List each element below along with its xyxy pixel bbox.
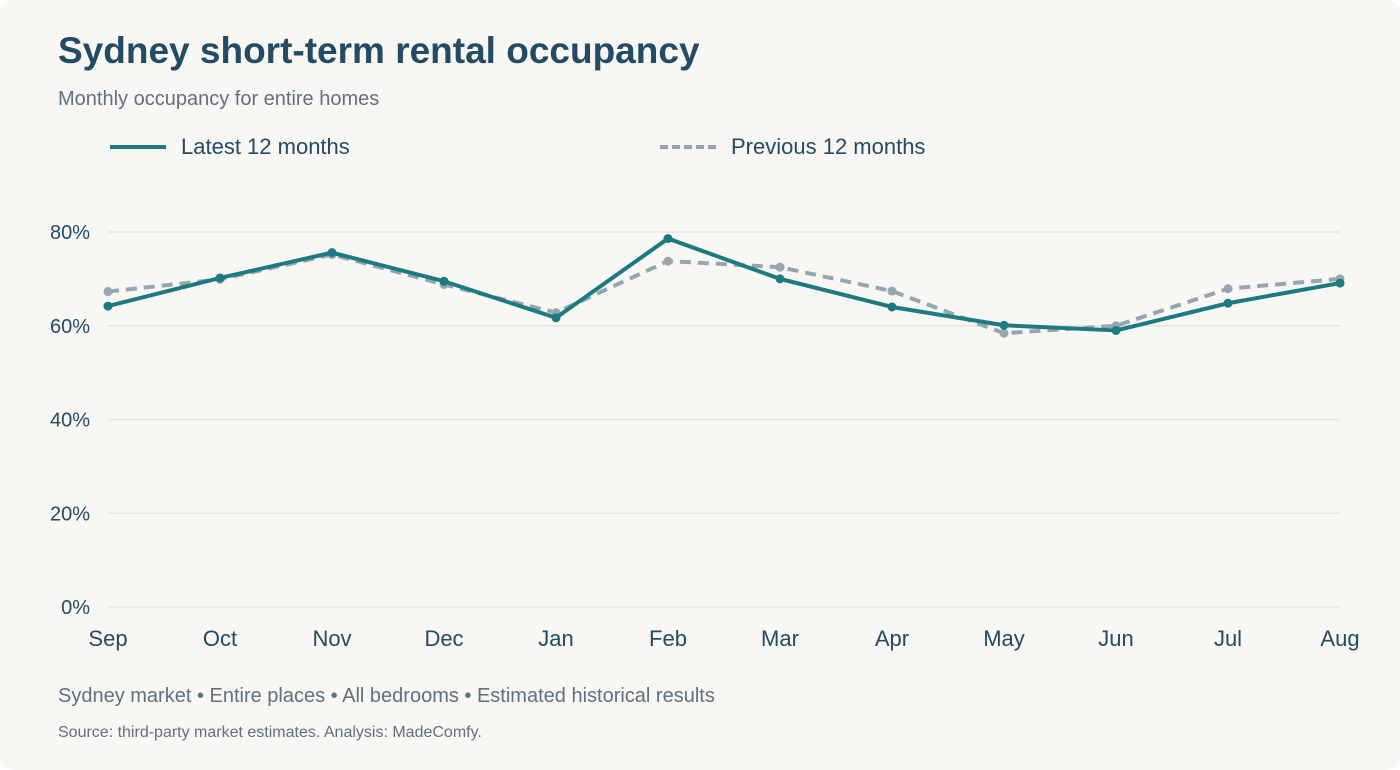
- data-point-latest: [439, 276, 449, 286]
- data-point-previous: [1223, 284, 1233, 294]
- x-tick-label: Aug: [1320, 626, 1359, 651]
- x-tick-label: Jan: [538, 626, 573, 651]
- data-point-latest: [1111, 325, 1121, 335]
- y-tick-label: 60%: [50, 316, 90, 338]
- data-point-latest: [327, 248, 337, 258]
- data-point-previous: [663, 256, 673, 266]
- data-point-previous: [775, 262, 785, 272]
- x-tick-label: Jul: [1214, 626, 1242, 651]
- y-tick-label: 0%: [61, 597, 90, 619]
- data-point-latest: [215, 273, 225, 283]
- chart-subtitle: Monthly occupancy for entire homes: [58, 88, 380, 110]
- chart-footnote: Sydney market • Entire places • All bedr…: [58, 685, 715, 707]
- y-tick-label: 20%: [50, 503, 90, 525]
- data-point-latest: [663, 234, 673, 244]
- data-point-latest: [551, 313, 561, 323]
- y-tick-label: 40%: [50, 410, 90, 432]
- chart-title: Sydney short-term rental occupancy: [58, 30, 700, 71]
- data-point-previous: [887, 286, 897, 296]
- y-tick-label: 80%: [50, 222, 90, 244]
- data-point-latest: [103, 301, 113, 311]
- data-point-previous: [999, 328, 1009, 338]
- chart-source: Source: third-party market estimates. An…: [58, 724, 482, 741]
- data-point-latest: [775, 274, 785, 284]
- series-line-latest: [107, 236, 1341, 333]
- x-tick-label: May: [983, 626, 1025, 651]
- x-tick-label: Apr: [875, 626, 909, 651]
- data-point-latest: [1223, 298, 1233, 308]
- legend-swatch-latest: [110, 145, 166, 149]
- data-point-latest: [999, 320, 1009, 330]
- data-point-latest: [887, 302, 897, 312]
- data-point-latest: [1335, 278, 1345, 288]
- legend-label-previous: Previous 12 months: [731, 134, 926, 159]
- x-tick-label: Sep: [88, 626, 127, 651]
- legend-item-latest: Latest 12 months: [110, 132, 350, 162]
- x-tick-label: Mar: [761, 626, 799, 651]
- legend-swatch-previous: [660, 145, 716, 149]
- x-tick-label: Feb: [649, 626, 687, 651]
- legend-item-previous: Previous 12 months: [660, 132, 925, 162]
- legend-label-latest: Latest 12 months: [181, 134, 350, 159]
- x-tick-label: Nov: [312, 626, 351, 651]
- x-tick-label: Dec: [424, 626, 463, 651]
- x-tick-label: Oct: [203, 626, 237, 651]
- x-tick-label: Jun: [1098, 626, 1133, 651]
- data-point-previous: [103, 287, 113, 297]
